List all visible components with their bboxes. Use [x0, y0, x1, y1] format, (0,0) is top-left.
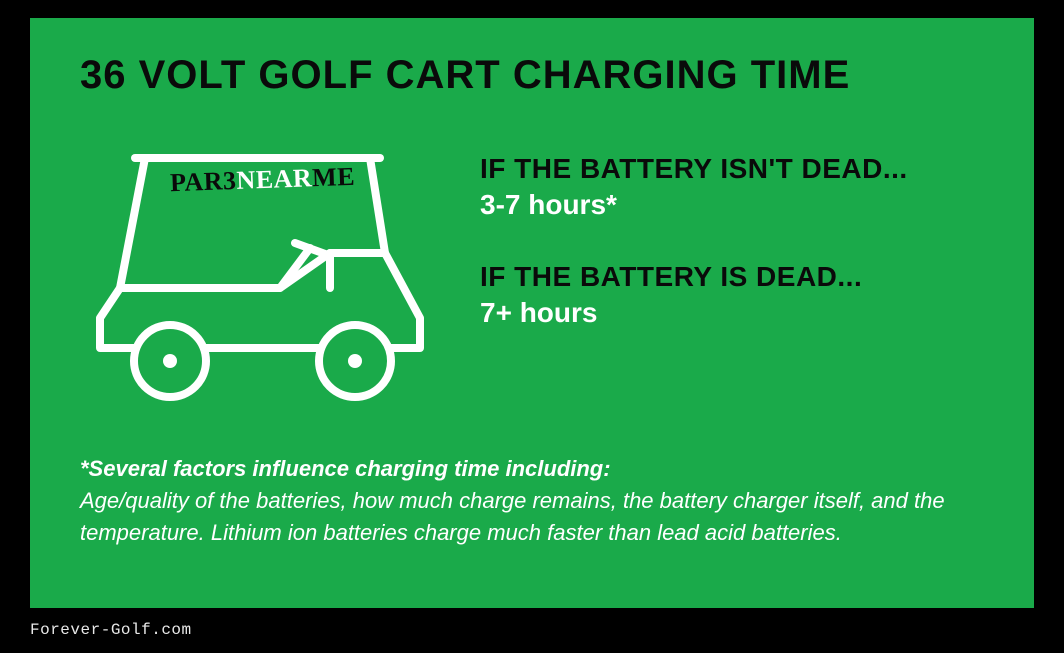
info-column: IF THE BATTERY ISN'T DEAD... 3-7 hours* …	[480, 133, 908, 329]
page-title: 36 VOLT GOLF CART CHARGING TIME	[80, 53, 984, 98]
info-block-not-dead: IF THE BATTERY ISN'T DEAD... 3-7 hours*	[480, 153, 908, 221]
footnote-head: *Several factors influence charging time…	[80, 453, 984, 485]
content-row: PAR3NEARME IF THE BATTERY ISN'T DEAD... …	[80, 133, 984, 413]
source-attribution: Forever-Golf.com	[30, 621, 192, 639]
infographic-panel: 36 VOLT GOLF CART CHARGING TIME	[30, 18, 1034, 608]
brand-part3: ME	[312, 162, 356, 192]
info-block-dead: IF THE BATTERY IS DEAD... 7+ hours	[480, 261, 908, 329]
footnote: *Several factors influence charging time…	[80, 453, 984, 549]
info-lead: IF THE BATTERY IS DEAD...	[480, 261, 908, 293]
brand-part2: NEAR	[236, 163, 313, 195]
info-lead: IF THE BATTERY ISN'T DEAD...	[480, 153, 908, 185]
golf-cart-illustration: PAR3NEARME	[80, 133, 440, 413]
footnote-body: Age/quality of the batteries, how much c…	[80, 485, 984, 549]
info-value: 7+ hours	[480, 297, 908, 329]
info-value: 3-7 hours*	[480, 189, 908, 221]
brand-part1: PAR3	[170, 166, 237, 197]
